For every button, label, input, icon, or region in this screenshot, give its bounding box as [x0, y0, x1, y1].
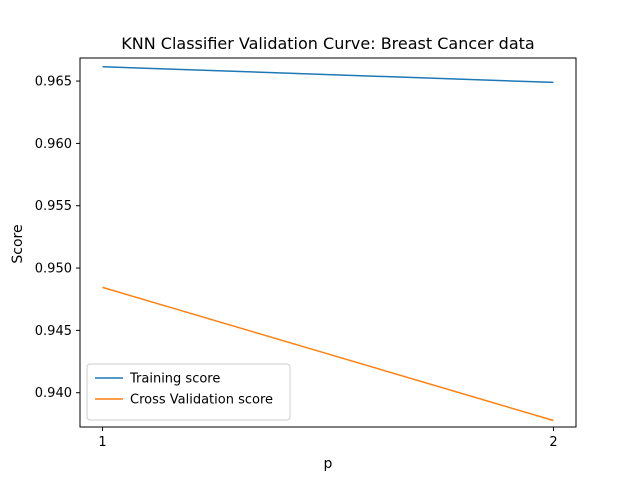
y-tick-label: 0.945 [35, 324, 72, 339]
y-axis: 0.940 0.945 0.950 0.955 0.960 0.965 [35, 75, 80, 401]
legend-label-1: Training score [129, 372, 220, 387]
y-tick-label: 0.940 [35, 386, 72, 401]
legend-label-2: Cross Validation score [130, 393, 273, 408]
x-tick-label: 1 [98, 435, 106, 450]
x-axis-label: p [324, 456, 333, 472]
series-line-1 [102, 65, 554, 84]
chart-title: KNN Classifier Validation Curve: Breast … [121, 34, 534, 53]
series-line-2 [102, 286, 554, 422]
plot-frame [79, 57, 577, 428]
y-tick-label: 0.950 [35, 262, 72, 277]
legend: Training score Cross Validation score [86, 363, 291, 421]
series-layer [102, 65, 554, 422]
y-tick-label: 0.965 [35, 75, 72, 90]
y-axis-label: Score [10, 224, 26, 263]
y-tick-label: 0.955 [35, 199, 72, 214]
y-tick-label: 0.960 [35, 137, 72, 152]
legend-box [86, 363, 291, 421]
x-tick-label: 2 [549, 435, 557, 450]
